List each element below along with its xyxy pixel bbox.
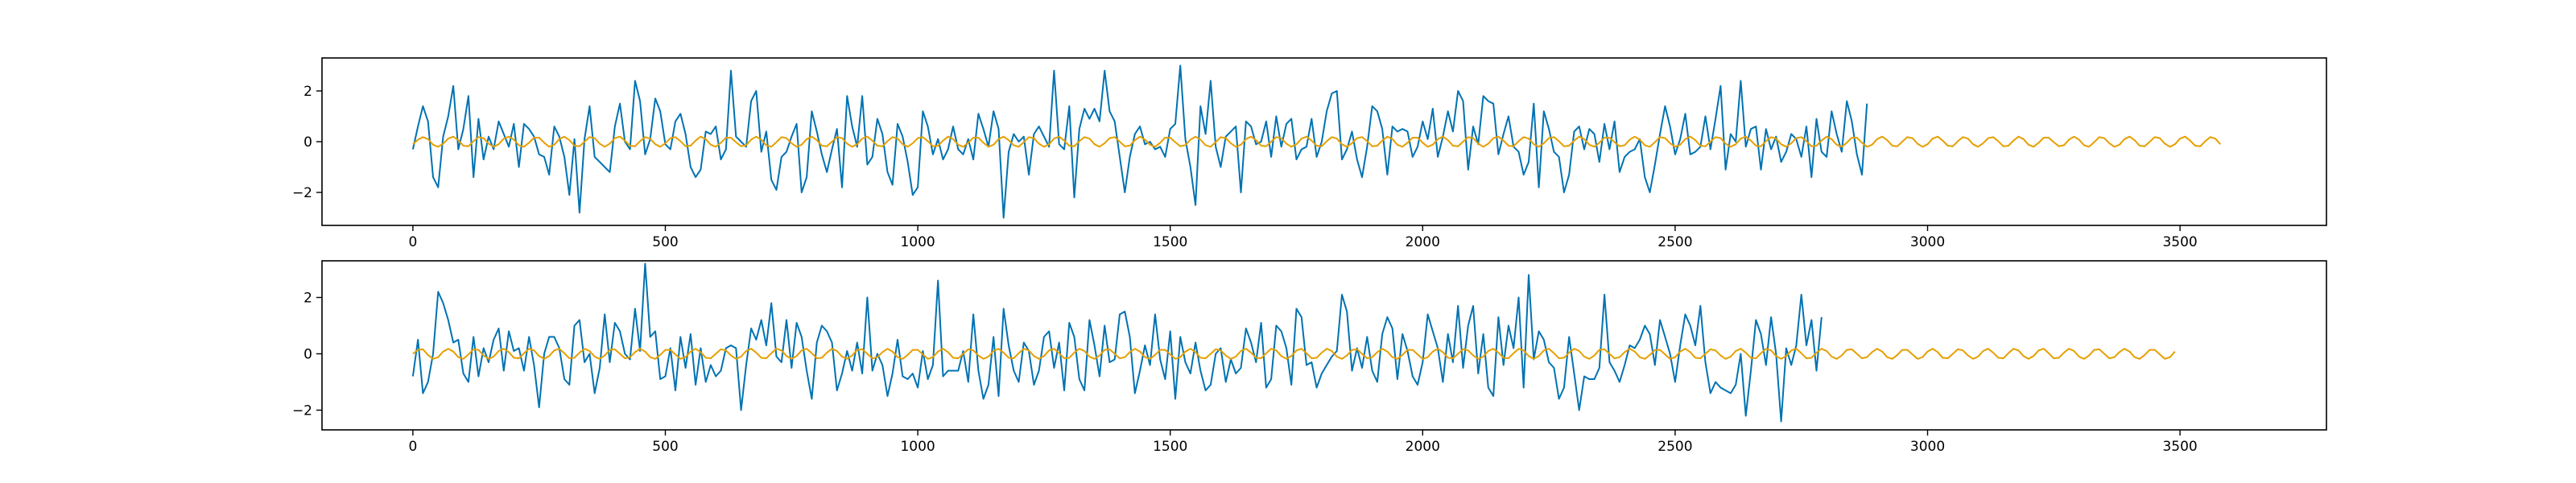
- series-line-1: [411, 262, 1823, 423]
- x-tick-label: 500: [652, 439, 678, 455]
- x-tick-label: 2000: [1406, 234, 1440, 250]
- x-tick-label: 1500: [1153, 439, 1187, 455]
- x-tick-label: 3500: [2162, 439, 2197, 455]
- x-tick-label: 1000: [900, 439, 935, 455]
- x-tick-label: 500: [652, 234, 678, 250]
- x-tick-label: 1000: [900, 234, 935, 250]
- subplot-bottom: 0 500 1000 1500 2000 2500 3000 3500 −2 0 2: [292, 260, 2327, 455]
- x-tick-label: 3000: [1910, 234, 1945, 250]
- x-tick-label: 2000: [1406, 439, 1440, 455]
- y-tick-label: 0: [303, 134, 312, 151]
- x-tick-label: 0: [408, 439, 417, 455]
- x-tick-label: 1500: [1153, 234, 1187, 250]
- x-tick-label: 2500: [1657, 234, 1692, 250]
- x-tick-label: 3000: [1910, 439, 1945, 455]
- axes-frame: [321, 260, 2327, 431]
- x-tick-label: 0: [408, 234, 417, 250]
- x-tick-label: 2500: [1657, 439, 1692, 455]
- y-tick-label: −2: [292, 185, 312, 201]
- subplot-top: 0 500 1000 1500 2000 2500 3000 3500 −2 0 2: [292, 57, 2327, 250]
- y-tick-label: 2: [303, 84, 312, 100]
- series-line-1: [411, 64, 1868, 219]
- y-tick-label: 2: [303, 291, 312, 307]
- y-tick-label: −2: [292, 403, 312, 419]
- x-tick-label: 3500: [2162, 234, 2197, 250]
- series-line-2: [412, 348, 2176, 360]
- y-tick-label: 0: [303, 347, 312, 363]
- series-line-2: [412, 135, 2222, 148]
